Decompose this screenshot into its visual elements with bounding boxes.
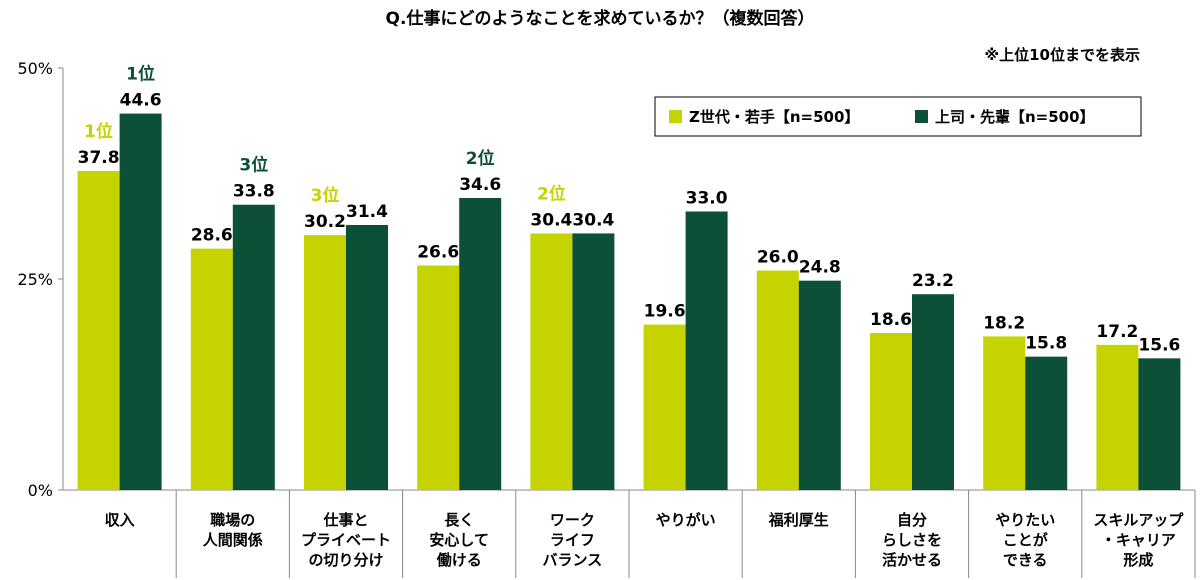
bar-series-1 (643, 324, 686, 490)
x-tick-label: 自分らしさを活かせる (882, 511, 942, 569)
bar-series-1 (304, 235, 346, 490)
bar-series-1 (77, 170, 120, 490)
data-label: 31.4 (346, 202, 388, 222)
data-label: 23.2 (912, 271, 954, 291)
bar-series-1 (1096, 344, 1139, 490)
bar-series-2 (1138, 358, 1181, 490)
data-labels: 37.8 1位 44.6 1位 28.6 33.8 3位 30.2 3位 31.4 26.6 34.6… (78, 64, 1181, 356)
x-tick-label: スキルアップ・キャリア形成 (1093, 511, 1184, 569)
y-tick-label: 0% (28, 481, 53, 500)
legend-label: 上司・先輩【n=500】 (935, 108, 1095, 126)
x-tick-label: やりたいことができる (995, 511, 1055, 569)
x-tick-label: ワークライフバランス (543, 511, 603, 569)
bar-series-1 (530, 233, 573, 490)
bar-series-2 (798, 280, 841, 490)
data-label: 30.4 (530, 210, 572, 230)
rank-label: 2位 (537, 183, 566, 204)
rank-label: 3位 (311, 185, 340, 206)
y-tick-label: 25% (17, 270, 53, 289)
data-label: 15.6 (1138, 335, 1180, 355)
data-label: 26.0 (757, 248, 799, 268)
rank-label: 2位 (466, 148, 495, 169)
chart-title: Q.仕事にどのようなことを求めているか？（複数回答） (386, 8, 815, 29)
bars (77, 113, 1181, 491)
bar-series-2 (1025, 356, 1068, 490)
data-label: 33.8 (233, 182, 275, 202)
data-label: 18.6 (870, 310, 912, 330)
legend-swatch (915, 110, 928, 123)
bar-series-2 (912, 294, 954, 490)
legend-box (654, 96, 1142, 137)
bar-series-1 (870, 333, 912, 490)
data-label: 44.6 (120, 91, 162, 111)
data-label: 30.4 (572, 210, 614, 230)
bar-series-2 (346, 224, 388, 490)
x-tick-label: 長く安心して働ける (429, 511, 489, 569)
legend: Z世代・若手【n=500】 上司・先輩【n=500】 (654, 96, 1142, 137)
bar-series-2 (119, 113, 162, 491)
bar-series-1 (190, 248, 233, 490)
bar-series-2 (572, 233, 615, 490)
data-label: 34.6 (459, 175, 501, 195)
category-labels: 収入 職場の人間関係仕事とプライベートの切り分け長く安心して働けるワークライフバラ… (105, 511, 1185, 569)
data-label: 15.8 (1025, 334, 1067, 354)
x-tick-label: 収入 (105, 511, 135, 529)
legend-label: Z世代・若手【n=500】 (689, 108, 859, 126)
rank-label: 1位 (84, 121, 113, 142)
data-label: 19.6 (644, 302, 686, 322)
data-label: 26.6 (417, 242, 459, 262)
x-tick-label: 福利厚生 (768, 511, 829, 529)
data-label: 18.2 (983, 313, 1025, 333)
chart-note: ※上位10位までを表示 (985, 46, 1140, 64)
bar-series-2 (232, 204, 275, 490)
rank-label: 3位 (239, 155, 268, 176)
bar-series-2 (459, 197, 502, 490)
rank-label: 1位 (126, 64, 155, 85)
bar-series-1 (983, 336, 1026, 490)
data-label: 17.2 (1096, 322, 1138, 342)
x-tick-label: 仕事とプライベートの切り分け (301, 511, 391, 569)
legend-swatch (669, 110, 682, 123)
bar-series-2 (685, 211, 728, 491)
x-tick-label: やりがい (656, 511, 716, 529)
bar-series-1 (756, 270, 799, 490)
data-label: 28.6 (191, 226, 233, 246)
data-label: 37.8 (78, 148, 120, 168)
bar-series-1 (417, 265, 460, 490)
data-label: 33.0 (686, 188, 728, 208)
data-label: 30.2 (304, 212, 346, 232)
x-tick-label: 職場の人間関係 (203, 511, 263, 549)
data-label: 24.8 (799, 258, 841, 278)
y-tick-label: 50% (17, 59, 53, 78)
